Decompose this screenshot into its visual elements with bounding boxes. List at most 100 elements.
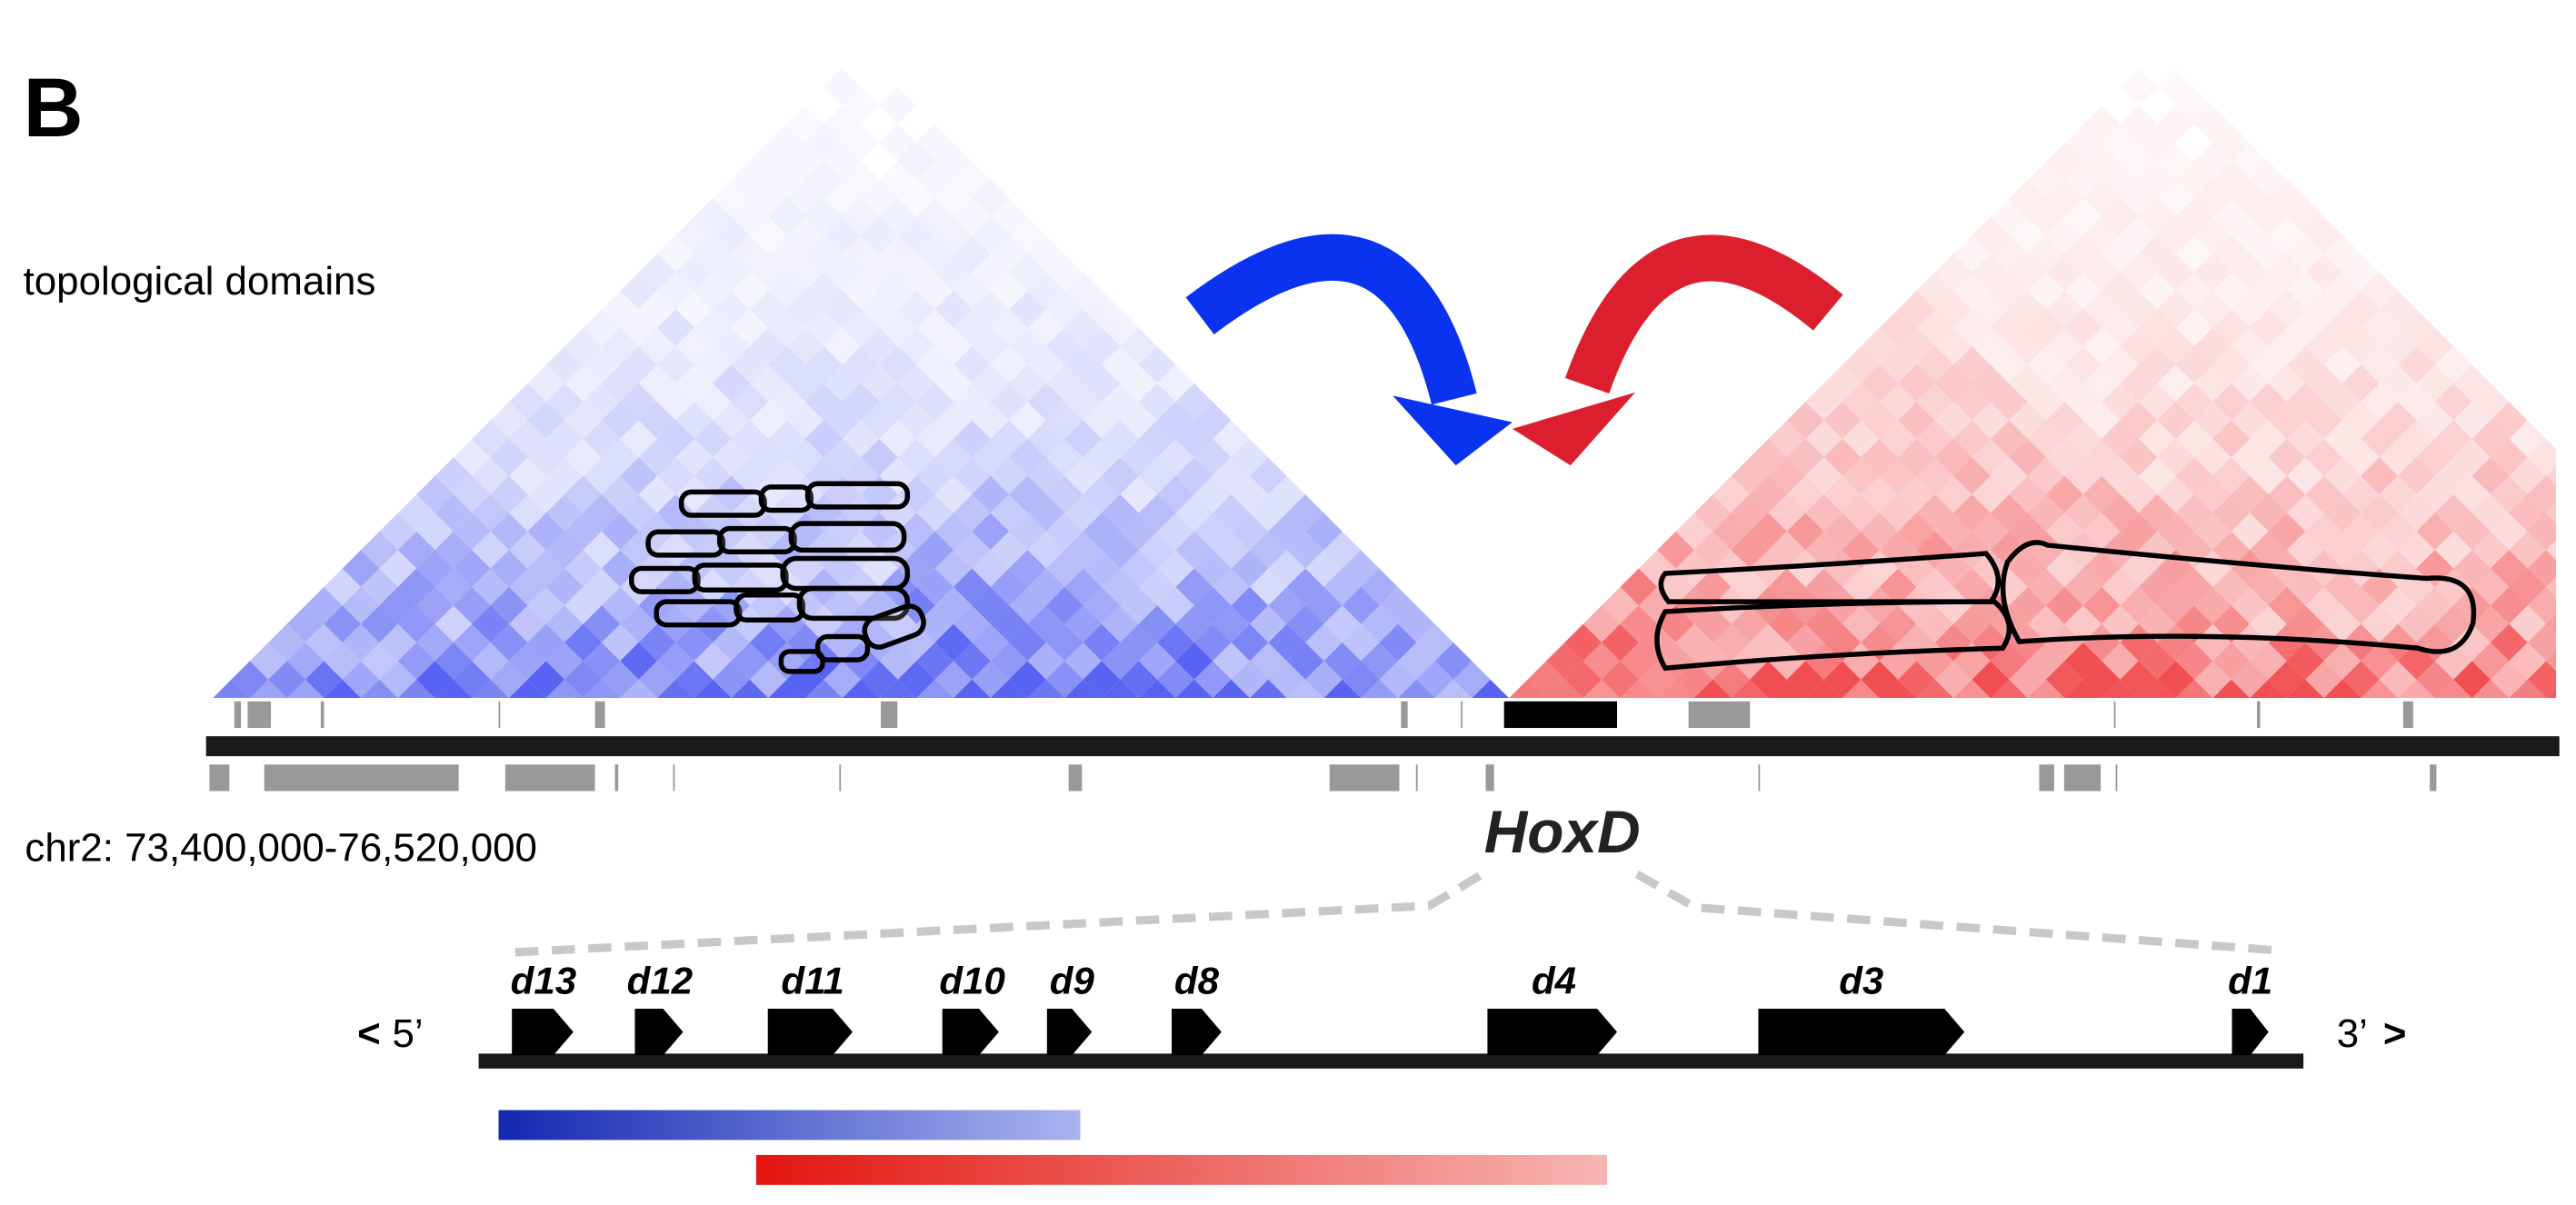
heatmap-cell (2564, 513, 2576, 550)
heatmap-cell (2490, 438, 2528, 476)
heatmap-cell (1786, 550, 1824, 587)
heatmap-cell (1213, 531, 1250, 569)
heatmap-cell (972, 364, 1010, 403)
heatmap-cell (2009, 327, 2047, 365)
heatmap-cell (1620, 605, 1658, 643)
heatmap-cell (1213, 679, 1250, 699)
track-feature (504, 764, 595, 792)
heatmap-cell (1009, 402, 1046, 439)
heatmap-cell (2082, 216, 2121, 254)
gene-label: d12 (627, 960, 693, 1002)
heatmap-cell (1693, 679, 1732, 699)
heatmap-cell (1786, 402, 1824, 439)
heatmap-cell (2027, 234, 2065, 273)
heatmap-cell (2175, 234, 2213, 273)
heatmap-cell (656, 568, 694, 606)
heatmap-cell (694, 234, 732, 273)
heatmap-cell (564, 327, 602, 365)
heatmap-cell (1213, 605, 1250, 643)
heatmap-cell (2398, 679, 2435, 699)
heatmap-cell (1193, 513, 1232, 551)
heatmap-cell (1027, 272, 1065, 310)
heatmap-cell (2250, 679, 2287, 699)
heatmap-cell (249, 679, 287, 699)
heatmap-cell (1323, 568, 1362, 606)
heatmap-cell (990, 568, 1028, 606)
heatmap-cell (953, 605, 991, 643)
track-feature (1485, 764, 1494, 792)
heatmap-cell (842, 161, 880, 199)
heatmap-cell (1286, 642, 1324, 680)
heatmap-cell (2305, 364, 2342, 403)
heatmap-cell (2175, 642, 2213, 680)
heatmap-cell (2268, 402, 2306, 439)
heatmap-cell (2268, 513, 2306, 551)
heatmap-cell (916, 309, 954, 347)
heatmap-cell (861, 586, 898, 624)
heatmap-cell (1750, 623, 1787, 662)
heatmap-cell (916, 198, 954, 235)
heatmap-cell (2175, 457, 2213, 495)
heatmap-cell (2046, 550, 2083, 587)
heatmap-cell (564, 475, 602, 513)
heatmap-cell (2193, 327, 2232, 365)
blue-arrow (1185, 234, 1477, 405)
heatmap-cell (416, 513, 454, 551)
heatmap-cell (1323, 679, 1362, 699)
blue-bar (498, 1110, 1081, 1140)
heatmap-cell (2138, 420, 2176, 458)
heatmap-cell (2509, 679, 2547, 699)
heatmap-cell (638, 475, 676, 513)
heatmap-cell (2175, 161, 2213, 199)
heatmap-cell (675, 623, 714, 662)
heatmap-cell (656, 494, 694, 532)
heatmap-cell (2361, 272, 2399, 310)
heatmap-cell (2102, 309, 2139, 347)
heatmap-cell (656, 679, 694, 699)
heatmap-cell (2027, 605, 2065, 643)
heatmap-cell (2564, 476, 2576, 513)
heatmap-cell (1583, 679, 1621, 699)
heatmap-cell (2193, 105, 2232, 143)
heatmap-cell (824, 513, 862, 551)
heatmap-cell (2231, 364, 2269, 403)
heatmap-cell (731, 309, 769, 347)
heatmap-cell (934, 216, 973, 254)
heatmap-cell (990, 457, 1028, 495)
heatmap-cell (1157, 623, 1194, 662)
heatmap-cell (1916, 383, 1954, 421)
heatmap-cell (1342, 623, 1380, 662)
heatmap-cell (916, 272, 954, 310)
heatmap-cell (509, 679, 546, 699)
heatmap-cell (1193, 550, 1232, 587)
heatmap-cell (2138, 198, 2176, 235)
gene-label: d4 (1532, 960, 1576, 1002)
heatmap-cell (2046, 513, 2083, 551)
heatmap-cell (2398, 642, 2435, 680)
heatmap-cell (1045, 327, 1083, 365)
heatmap-cell (2138, 642, 2176, 680)
heatmap-cell (1268, 586, 1306, 624)
heatmap-cell (1842, 605, 1880, 643)
heatmap-cell (2453, 402, 2491, 439)
heatmap-cell (916, 420, 954, 458)
heatmap-cell (2175, 679, 2213, 699)
heatmap-cell (2305, 586, 2342, 624)
heatmap-cell (1101, 420, 1139, 458)
heatmap-cell (2138, 679, 2176, 699)
red-bar (755, 1154, 1608, 1185)
heatmap-cell (213, 679, 250, 699)
heatmap-cell (2286, 346, 2324, 383)
heatmap-cell (1750, 475, 1787, 513)
track-feature (234, 701, 242, 729)
heatmap-cell (1157, 438, 1194, 476)
heatmap-cell (2082, 364, 2121, 403)
heatmap-cell (804, 234, 843, 273)
heatmap-cell (2212, 383, 2251, 421)
heatmap-cell (1712, 586, 1751, 624)
heatmap-cell (1842, 420, 1880, 458)
heatmap-cell (2193, 216, 2232, 254)
heatmap-cell (842, 346, 880, 383)
heatmap-cell (2120, 290, 2158, 328)
heatmap-cell (1990, 346, 2028, 383)
